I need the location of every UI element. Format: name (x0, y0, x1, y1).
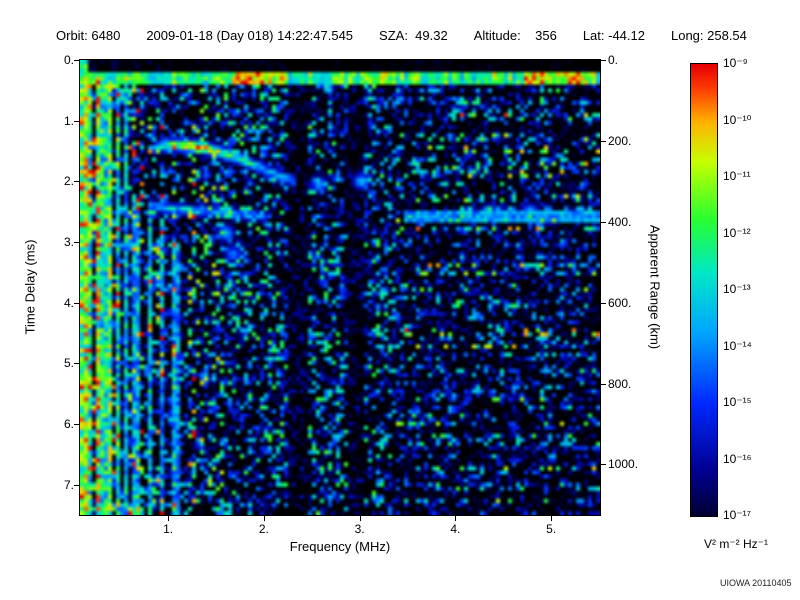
y-tick-mark (74, 484, 80, 486)
x-axis-title: Frequency (MHz) (289, 539, 391, 554)
x-tick-label: 2. (258, 522, 269, 536)
right-tick-label: 1000. (608, 457, 639, 472)
y-tick-mark (74, 60, 80, 61)
right-tick-mark (600, 302, 606, 304)
header-info: Orbit: 6480 2009-01-18 (Day 018) 14:22:4… (56, 28, 747, 43)
x-tick-label: 3. (354, 522, 365, 536)
y-tick-label: 4. (63, 295, 74, 310)
y-tick-mark (74, 181, 80, 183)
lat-value: Lat: -44.12 (582, 28, 645, 43)
x-tick-mark (168, 515, 170, 521)
x-tick-mark (551, 515, 553, 521)
sza-value: SZA: 49.32 (379, 28, 448, 43)
spectrogram-canvas (79, 59, 601, 516)
y-axis-title-left: Time Delay (ms) (22, 239, 38, 335)
y-tick-label: 0. (63, 53, 74, 67)
x-tick-label: 1. (163, 522, 174, 536)
right-tick-mark (600, 60, 606, 61)
colorbar-tick-label: 10⁻¹⁵ (723, 395, 752, 409)
y-tick-label: 7. (63, 477, 74, 492)
colorbar-tick-label: 10⁻¹¹ (723, 169, 751, 183)
x-tick-mark (263, 515, 265, 521)
colorbar-tick-label: 10⁻¹⁷ (723, 508, 752, 522)
right-tick-mark (600, 221, 606, 223)
y-tick-mark (74, 424, 80, 425)
right-tick-label: 400. (608, 214, 632, 229)
watermark-text: UIOWA 20110405 (720, 578, 792, 588)
orbit-value: Orbit: 6480 (56, 28, 121, 43)
y-tick-mark (74, 363, 80, 365)
right-tick-label: 800. (608, 376, 632, 391)
y-tick-label: 6. (63, 417, 74, 431)
right-tick-mark (600, 464, 606, 466)
colorbar-tick-label: 10⁻¹⁴ (723, 338, 752, 353)
x-tick-label: 4. (450, 522, 461, 536)
right-tick-label: 600. (608, 295, 632, 310)
datetime-value: 2009-01-18 (Day 018) 14:22:47.545 (146, 28, 354, 43)
right-tick-label: 0. (608, 53, 619, 67)
colorbar-tick-label: 10⁻⁹ (723, 56, 748, 70)
x-tick-label: 5. (546, 522, 557, 536)
y-tick-mark (74, 242, 80, 243)
colorbar-tick-label: 10⁻¹³ (723, 282, 751, 296)
x-tick-mark (359, 515, 361, 521)
right-tick-mark (600, 383, 606, 385)
y-tick-label: 5. (63, 356, 74, 371)
y-tick-label: 3. (63, 235, 74, 249)
altitude-value: Altitude: 356 (473, 28, 557, 43)
colorbar-tick-label: 10⁻¹² (723, 225, 751, 240)
y-axis-title-right: Apparent Range (km) (647, 224, 663, 350)
y-tick-label: 1. (63, 113, 74, 128)
y-tick-mark (74, 302, 80, 304)
y-tick-label: 2. (63, 174, 74, 189)
colorbar-canvas (690, 63, 718, 517)
right-tick-mark (600, 140, 606, 142)
x-tick-mark (455, 515, 457, 521)
right-tick-label: 200. (608, 133, 632, 148)
colorbar-tick-label: 10⁻¹⁰ (723, 112, 752, 127)
colorbar-tick-label: 10⁻¹⁶ (723, 451, 752, 466)
long-value: Long: 258.54 (670, 28, 747, 43)
colorbar-unit-label: V² m⁻² Hz⁻¹ (704, 537, 768, 551)
y-tick-mark (74, 120, 80, 122)
